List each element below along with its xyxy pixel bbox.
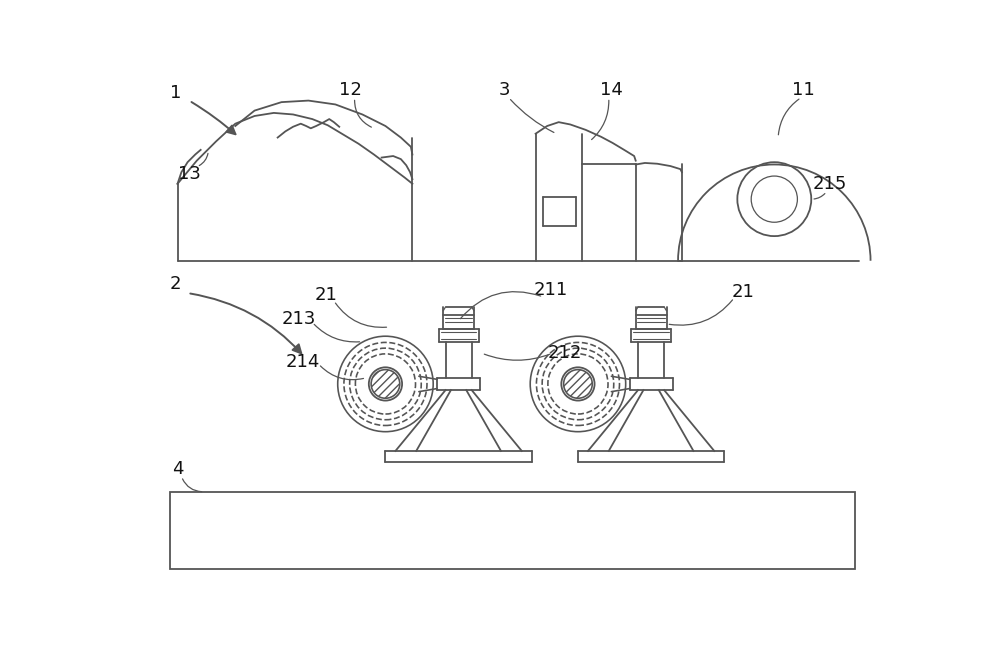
Text: 14: 14: [600, 81, 622, 99]
Ellipse shape: [371, 370, 400, 398]
Text: 214: 214: [286, 353, 320, 371]
Text: 213: 213: [281, 309, 316, 327]
Text: 2: 2: [169, 275, 181, 293]
Text: 4: 4: [172, 460, 183, 477]
Text: 12: 12: [339, 81, 362, 99]
Text: 1: 1: [170, 84, 181, 102]
Text: 21: 21: [315, 287, 338, 305]
Text: 215: 215: [813, 175, 847, 193]
Text: 11: 11: [792, 81, 815, 99]
Text: 3: 3: [499, 81, 511, 99]
Text: 21: 21: [732, 283, 755, 301]
Bar: [170, 491, 855, 569]
Ellipse shape: [564, 370, 592, 398]
Text: 212: 212: [548, 344, 582, 362]
Text: 13: 13: [178, 165, 201, 183]
Text: 211: 211: [534, 281, 568, 299]
